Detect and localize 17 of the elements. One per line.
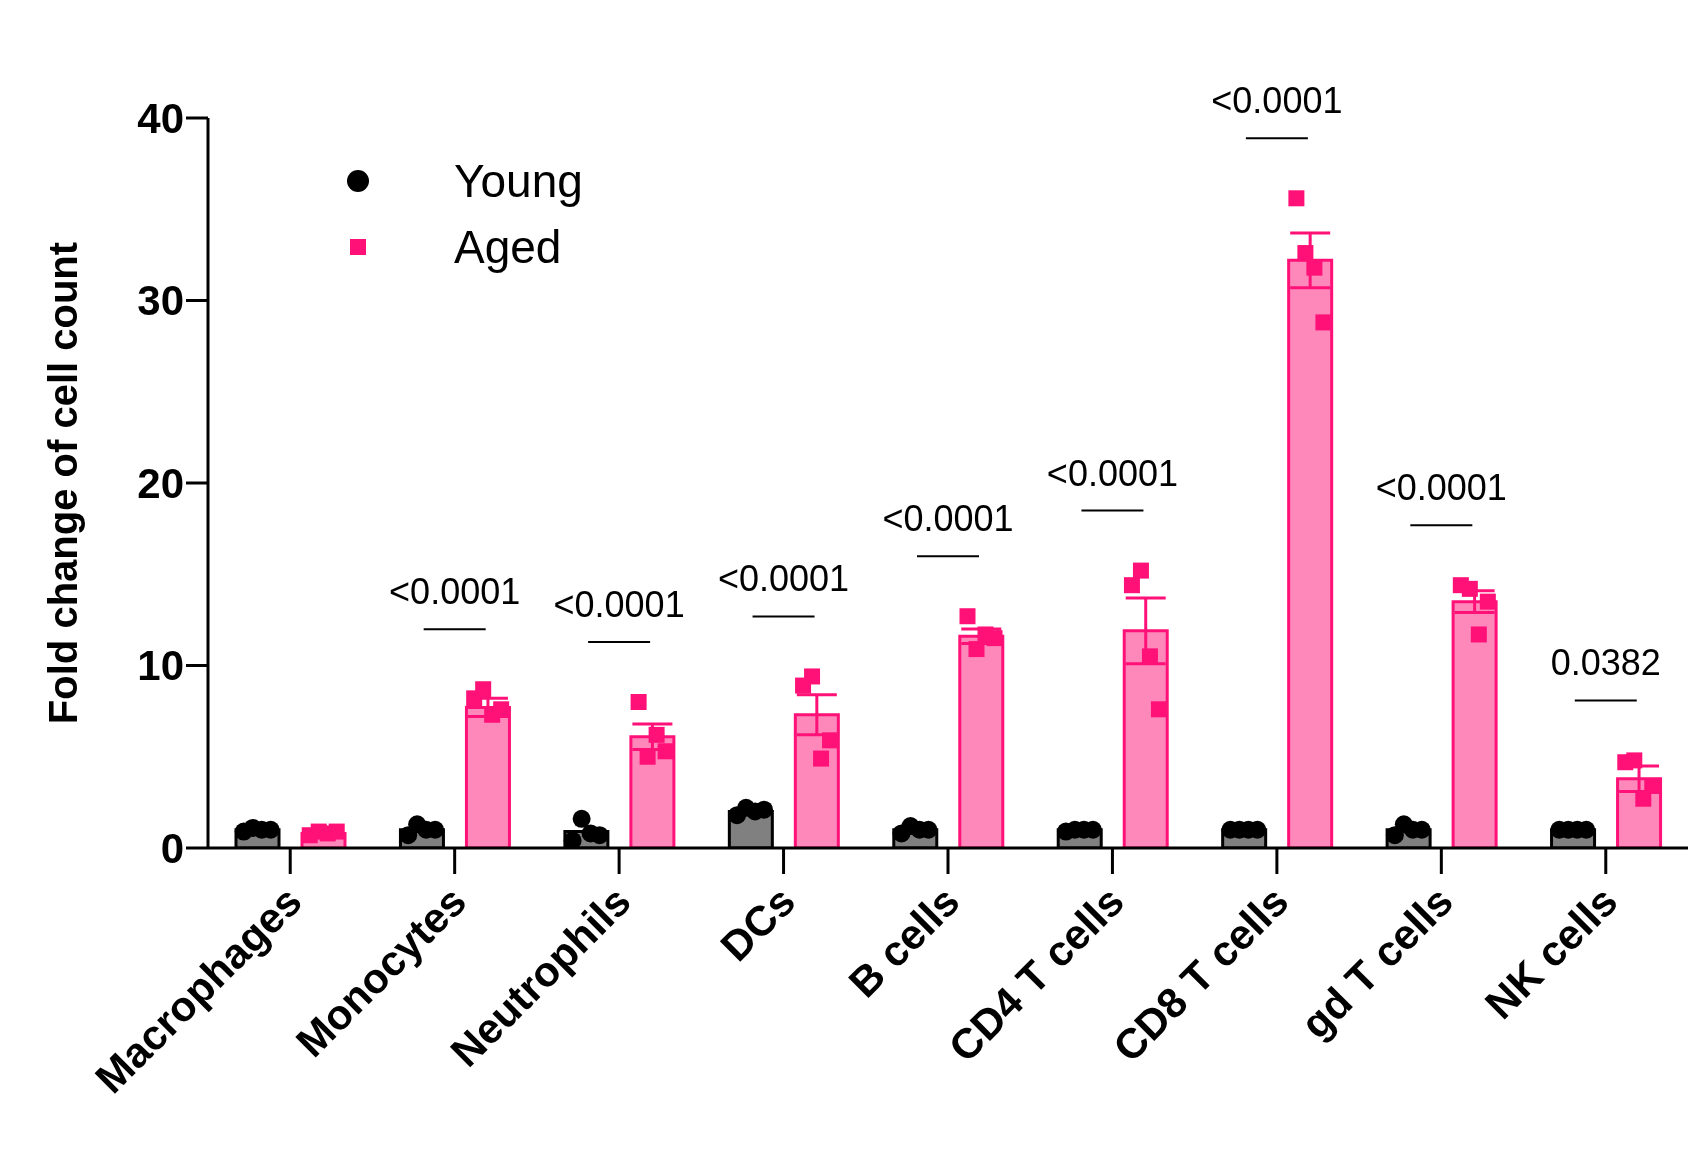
annotation: <0.0001 — [882, 498, 1014, 540]
annotation: <0.0001 — [389, 571, 521, 613]
y-tick-label: 30 — [137, 277, 184, 325]
legend-label: Young — [454, 154, 583, 208]
annotation: <0.0001 — [553, 584, 685, 625]
y-tick-label: 40 — [137, 94, 184, 142]
x-tick-label: DCs — [711, 877, 805, 971]
legend-label: Aged — [454, 220, 562, 274]
y-tick-label: 10 — [137, 642, 184, 690]
y-axis-title: Fold change of cell count — [41, 241, 86, 725]
annotation: 0.0382 — [1550, 642, 1661, 684]
annotation: <0.0001 — [1046, 452, 1179, 494]
y-tick-label: 20 — [137, 459, 184, 507]
annotation: <0.0001 — [1211, 80, 1343, 122]
annotation: <0.0001 — [717, 558, 850, 600]
y-tick-label: 0 — [160, 824, 184, 872]
annotation: <0.0001 — [1375, 467, 1507, 509]
